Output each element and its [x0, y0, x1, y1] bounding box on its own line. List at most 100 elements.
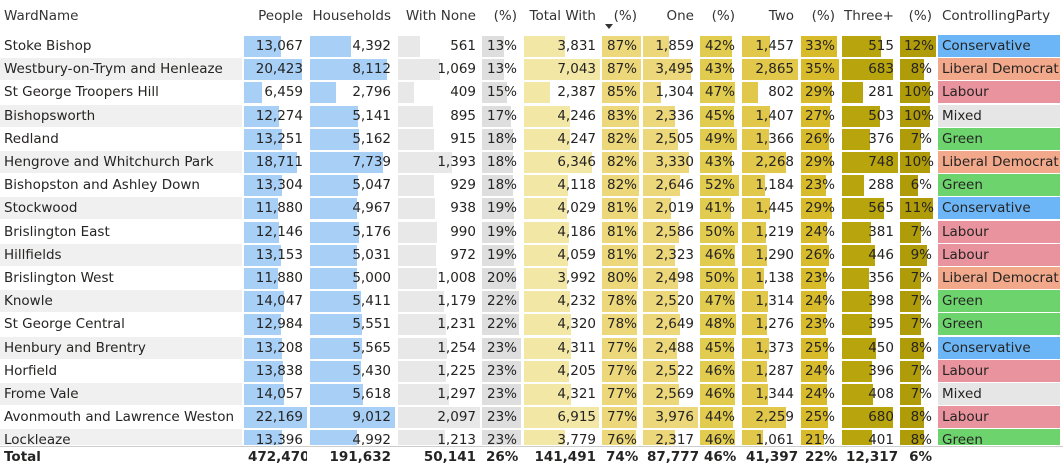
cell-text: 13,208	[255, 339, 303, 356]
cell-text: 76%	[606, 432, 637, 445]
table-row: Stockwood 11,880 4,967 938 19% 4,029 81% 2,019 4…	[0, 197, 1063, 220]
table-cell: 2,586	[643, 221, 698, 243]
table-cell: 4,029	[524, 197, 600, 220]
data-bar	[244, 407, 307, 429]
cell-text: 85%	[606, 84, 637, 101]
data-bar	[700, 430, 735, 445]
table-cell: 3,992	[524, 267, 600, 289]
table-cell: 13,304	[244, 174, 307, 197]
table-cell: Conservative	[938, 336, 1060, 359]
data-bar	[398, 430, 446, 445]
data-bar	[643, 384, 679, 405]
table-cell: 5,162	[310, 128, 395, 150]
cell-text: 2,259	[755, 409, 794, 426]
table-cell: 1,061	[742, 429, 798, 445]
table-cell: 2,796	[310, 81, 395, 104]
table-row: Brislington West 11,880 5,000 1,008 20% 3,992…	[0, 267, 1063, 290]
data-bar	[900, 314, 921, 336]
data-bar	[742, 244, 768, 266]
column-header: One	[666, 8, 695, 24]
cell-text: 972	[450, 246, 476, 263]
table-cell: 1,366	[742, 128, 798, 150]
table-cell: 1,225	[398, 360, 480, 382]
cell-text: 41%	[704, 200, 735, 217]
table-cell: 77%	[602, 337, 641, 359]
data-bar	[244, 268, 278, 289]
data-bar	[482, 314, 520, 336]
table-cell: 1,213	[398, 429, 480, 445]
cell-text: 2,522	[655, 362, 694, 379]
table-cell: 5,000	[310, 267, 395, 289]
cell-text: 4,320	[557, 316, 596, 333]
data-bar	[310, 221, 359, 243]
cell-text: Total	[4, 449, 41, 465]
table-cell: Liberal Democrat	[938, 151, 1060, 173]
data-bar	[398, 59, 440, 81]
data-bar	[524, 105, 570, 127]
table-cell: 5,141	[310, 105, 395, 127]
table-cell: 1,297	[398, 383, 480, 405]
cell-text: 24%	[805, 362, 836, 379]
table-cell: 11%	[900, 197, 936, 220]
table-cell: 4,232	[524, 290, 600, 313]
cell-text: 515	[868, 38, 894, 54]
table-cell: 1,290	[742, 244, 798, 266]
data-bar	[742, 128, 769, 150]
data-bar	[524, 244, 568, 266]
cell-text: 4,967	[352, 200, 391, 217]
cell-text: 915	[450, 130, 476, 147]
cell-text: 74%	[606, 449, 639, 465]
table-cell: 81%	[602, 197, 641, 220]
cell-text: 29%	[805, 84, 836, 101]
cell-text: 21%	[805, 432, 836, 445]
cell-text: 503	[868, 107, 894, 124]
data-bar	[700, 198, 731, 220]
table-cell: Green	[938, 127, 1060, 150]
table-cell: 1,254	[398, 337, 480, 359]
table-cell: 2,387	[524, 81, 600, 104]
data-bar	[310, 36, 352, 57]
cell-text: 381	[868, 223, 894, 240]
cell-text: 2,387	[557, 84, 596, 101]
cell-text: 47%	[704, 293, 735, 310]
data-bar	[310, 175, 358, 197]
cell-text: 77%	[606, 409, 637, 426]
cell-text: 4,321	[557, 386, 596, 402]
cell-text: 1,373	[755, 339, 794, 356]
table-cell: 87%	[602, 35, 641, 57]
table-cell: 802	[742, 81, 798, 104]
table-cell: 48%	[700, 313, 739, 336]
table-cell: 1,219	[742, 221, 798, 243]
cell-text: Horfield	[4, 362, 58, 379]
table-cell: Mixed	[938, 104, 1060, 127]
cell-text: Green	[942, 293, 983, 310]
cell-text: 408	[868, 386, 894, 402]
table-cell: Labour	[938, 81, 1060, 104]
table-cell: 1,314	[742, 290, 798, 313]
table-row: Henbury and Brentry 13,208 5,565 1,254 23% 4,…	[0, 336, 1063, 360]
cell-text: 1,304	[655, 84, 694, 101]
data-bar	[742, 221, 766, 243]
data-bar	[602, 314, 637, 336]
cell-text: 1,061	[755, 432, 794, 445]
total-cell: 41,397	[742, 447, 798, 467]
cell-text: 22,169	[255, 409, 303, 426]
table-cell: 2,317	[643, 429, 698, 445]
data-bar	[602, 360, 637, 382]
cell-text: Labour	[942, 84, 989, 101]
cell-text: 565	[868, 200, 894, 217]
cell-text: 1,008	[437, 270, 476, 286]
table-cell: 1,407	[742, 105, 798, 127]
table-cell: St George Troopers Hill	[0, 81, 242, 104]
cell-text: 4,392	[352, 38, 391, 54]
cell-text: Labour	[942, 246, 989, 263]
table-cell: 1,287	[742, 360, 798, 382]
data-bar	[244, 36, 282, 57]
table-cell: 4,392	[310, 35, 395, 57]
table-cell: Labour	[938, 406, 1060, 429]
table-cell: 2,498	[643, 267, 698, 289]
cell-text: 87,777	[647, 449, 698, 465]
table-cell: 938	[398, 197, 480, 220]
data-bar	[742, 360, 768, 382]
data-bar	[244, 291, 284, 313]
